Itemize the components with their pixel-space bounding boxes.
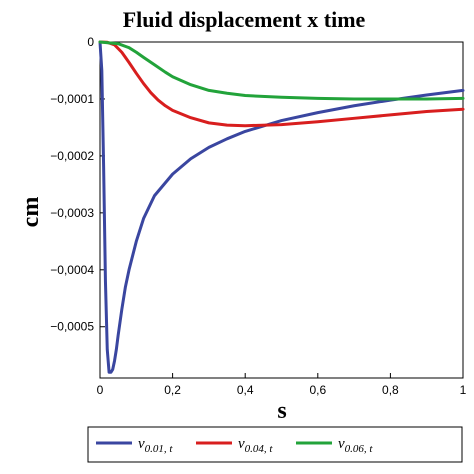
x-tick-label: 0 — [97, 383, 104, 397]
y-tick-label: −0,0004 — [50, 263, 94, 277]
plot-frame — [99, 41, 464, 379]
legend-series-name: v — [138, 436, 145, 452]
legend-label-3: v0.06, t — [338, 436, 373, 455]
y-tick-label: −0,0005 — [50, 320, 94, 334]
legend-series-subscript: 0.06, t — [345, 443, 374, 455]
x-tick-label: 0,4 — [237, 383, 254, 397]
x-tick-label: 0,2 — [164, 383, 181, 397]
y-tick-label: −0,0002 — [50, 149, 94, 163]
legend-label-1: v0.01, t — [138, 436, 173, 455]
y-axis-label: cm — [18, 197, 44, 228]
y-tick-label: −0,0001 — [50, 92, 94, 106]
y-tick-label: −0,0003 — [50, 206, 94, 220]
series-line-1 — [98, 40, 465, 374]
legend-series-subscript: 0.04, t — [245, 443, 274, 455]
axis-ticks: 0 0,2 0,4 0,6 0,8 1 0 −0,0001 −0,0002 −0,0003 −0,0… — [50, 35, 466, 397]
y-tick-label: 0 — [87, 35, 94, 49]
x-axis-label: s — [277, 398, 286, 424]
x-tick-label: 0,8 — [382, 383, 399, 397]
legend: v0.01, t v0.04, t v0.06, t — [87, 426, 463, 463]
legend-label-2: v0.04, t — [238, 436, 273, 455]
legend-series-name: v — [238, 436, 245, 452]
legend-series-name: v — [338, 436, 345, 452]
x-tick-label: 0,6 — [309, 383, 326, 397]
legend-box — [87, 426, 463, 463]
legend-series-subscript: 0.01, t — [145, 443, 174, 455]
series-lines — [98, 40, 465, 374]
x-tick-label: 1 — [460, 383, 467, 397]
series-line-3 — [98, 40, 465, 101]
series-line-2 — [98, 40, 465, 128]
chart-title: Fluid displacement x time — [123, 7, 366, 32]
